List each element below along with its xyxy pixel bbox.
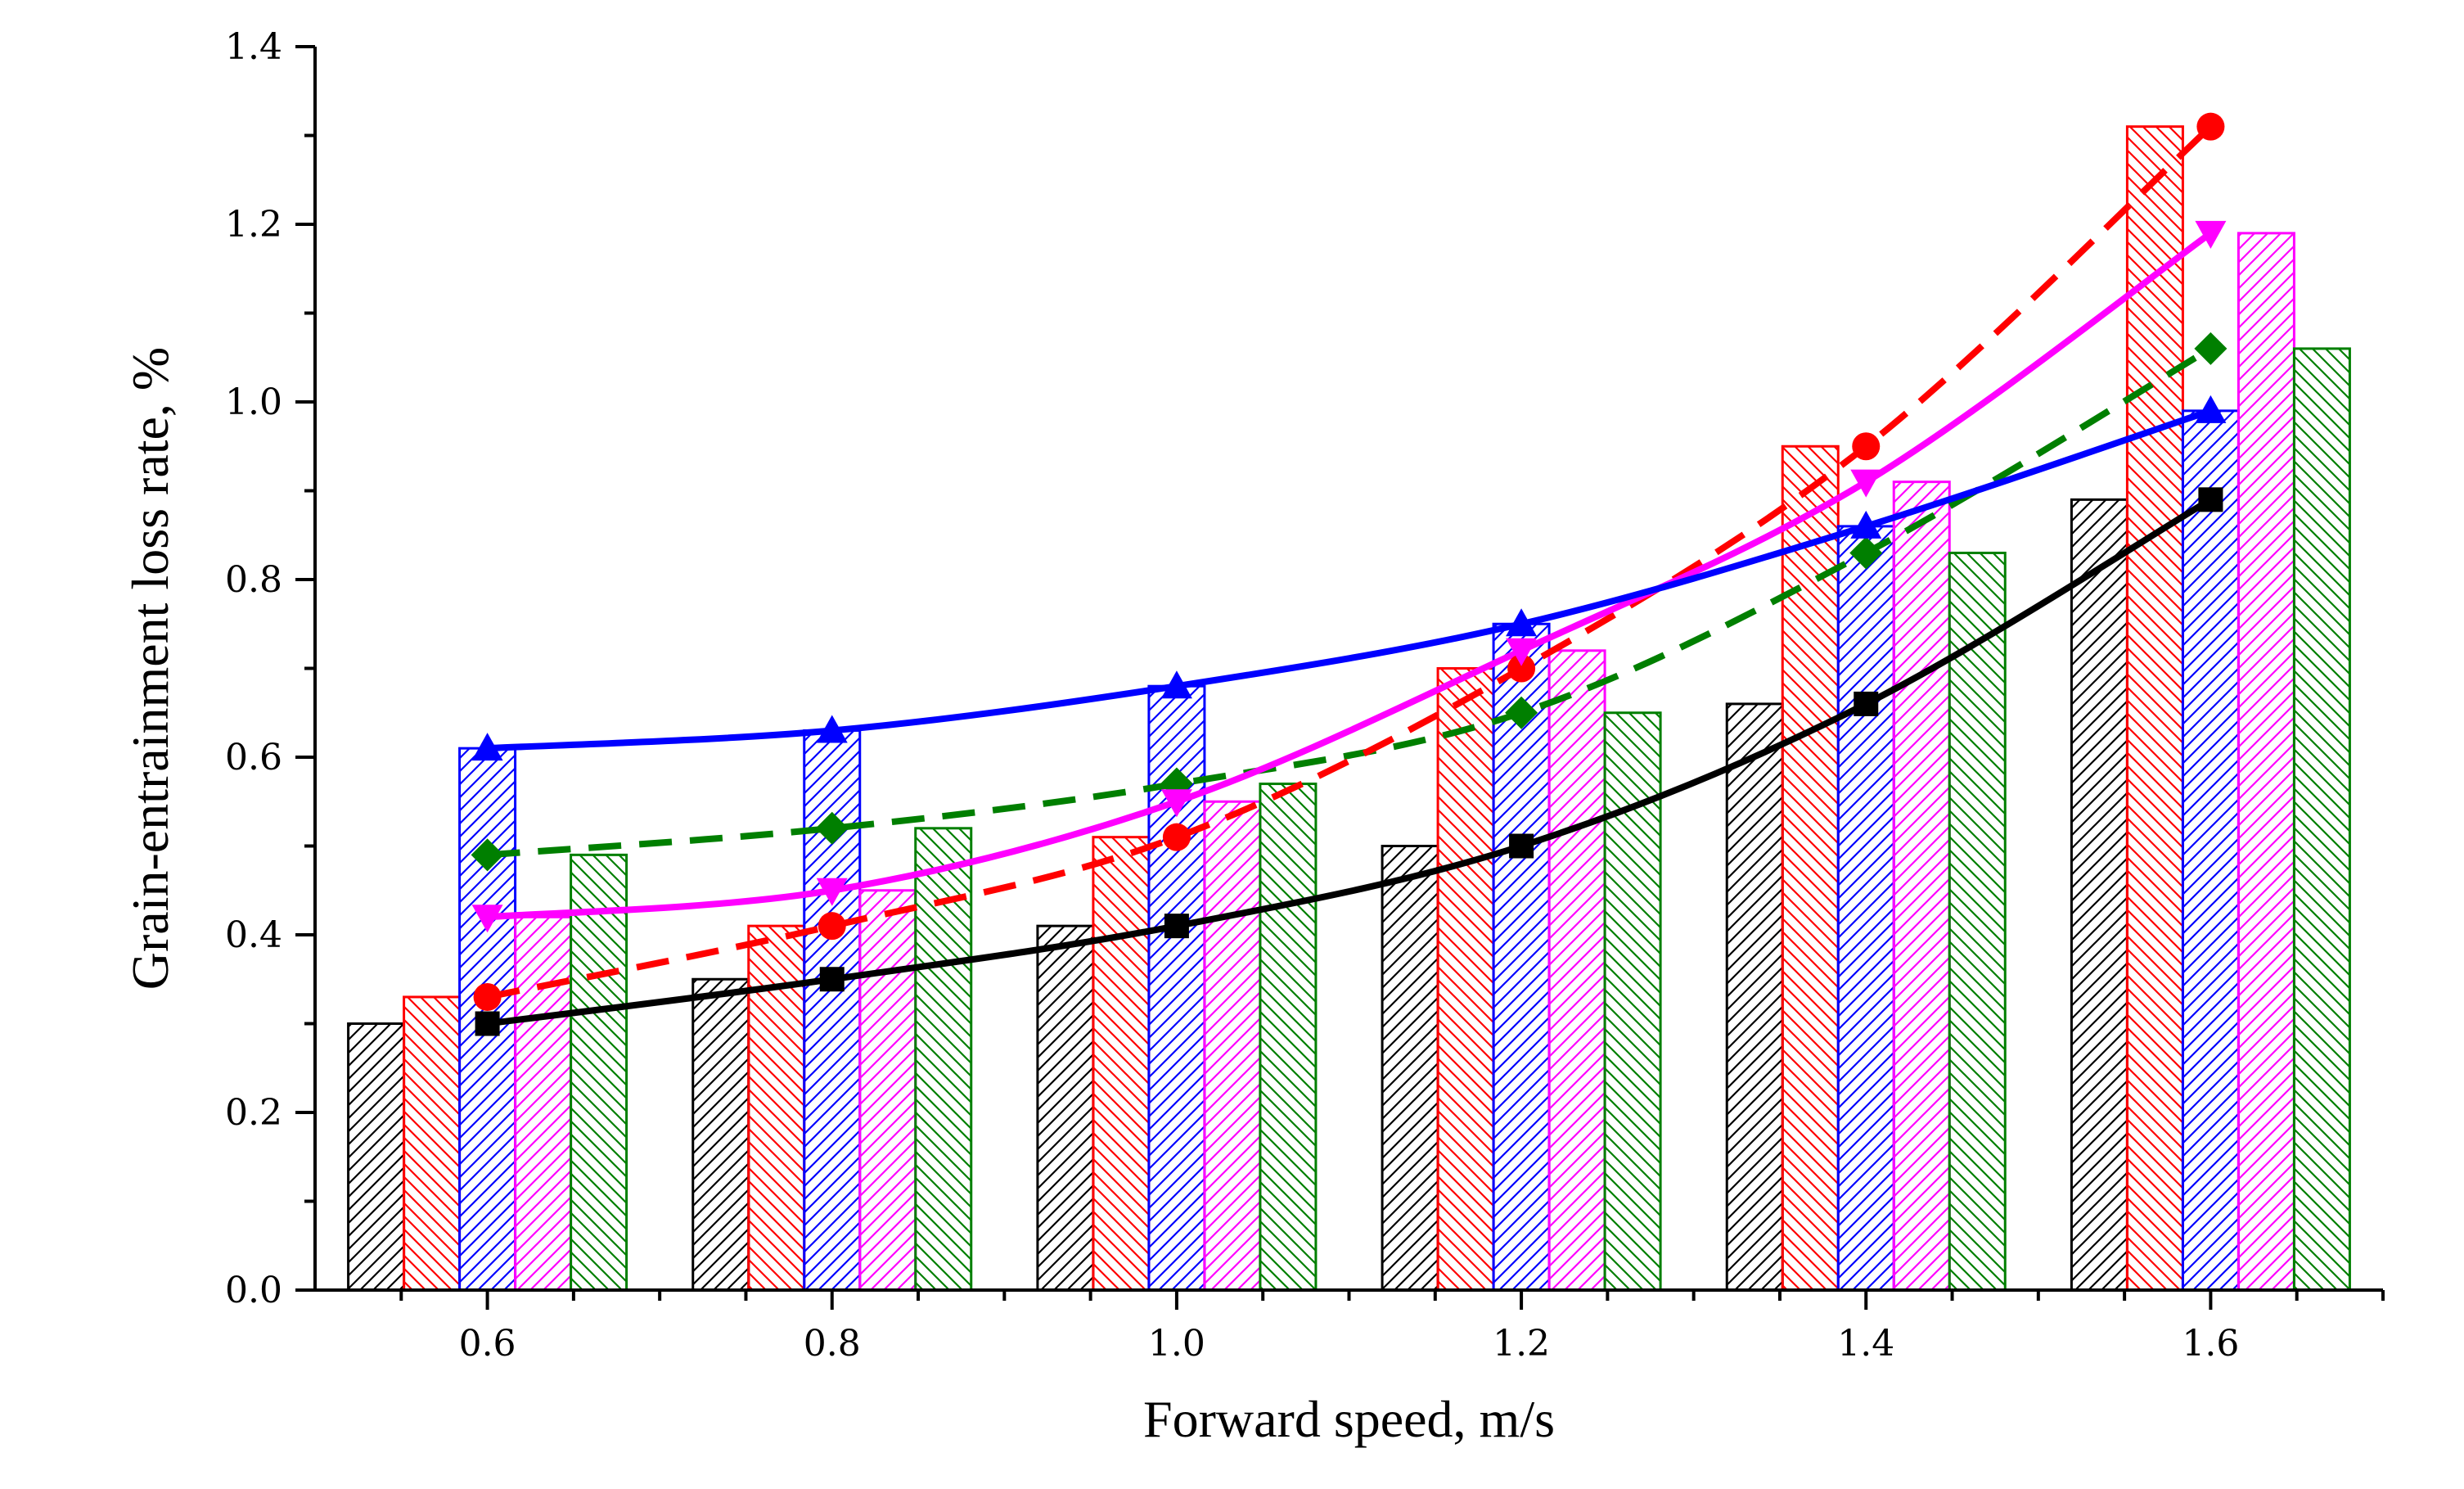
marker-blue-0.6: [471, 733, 503, 761]
bar-green-1.6: [2292, 347, 2351, 1292]
x-tick-label-1.6: 1.6: [2182, 1323, 2239, 1365]
x-tick-label-1.2: 1.2: [1493, 1323, 1550, 1365]
marker-black-1.6: [2198, 487, 2223, 512]
x-tick-label-0.8: 0.8: [804, 1323, 861, 1365]
x-tick-label-0.6: 0.6: [459, 1323, 516, 1365]
bar-magenta-1.0: [1203, 800, 1262, 1292]
bar-green-1.0: [1259, 783, 1318, 1292]
marker-green-1.4: [1849, 536, 1883, 570]
marker-green-0.6: [471, 838, 504, 872]
marker-black-1.4: [1854, 691, 1879, 716]
y-tick-label-0.6: 0.6: [225, 737, 282, 778]
bar-red-1.6: [2125, 125, 2184, 1292]
marker-black-1.0: [1164, 914, 1189, 939]
marker-red-1.6: [2196, 112, 2225, 141]
bar-green-0.6: [570, 853, 628, 1292]
bar-magenta-1.2: [1547, 649, 1606, 1292]
bar-black-0.6: [347, 1022, 406, 1292]
bar-black-1.2: [1381, 845, 1439, 1292]
bar-black-1.4: [1725, 702, 1784, 1292]
marker-magenta-0.8: [816, 878, 848, 906]
marker-magenta-1.2: [1506, 638, 1538, 666]
bar-magenta-0.8: [858, 889, 917, 1292]
marker-red-0.8: [818, 912, 846, 941]
bar-red-1.0: [1092, 836, 1151, 1292]
marker-black-0.6: [475, 1011, 500, 1036]
y-tick-label-1.2: 1.2: [225, 204, 282, 246]
y-tick-label-0.4: 0.4: [225, 914, 282, 956]
marker-red-0.6: [473, 982, 502, 1011]
marker-green-1.2: [1505, 696, 1538, 729]
x-axis-title: Forward speed, m/s: [1143, 1390, 1555, 1448]
marker-red-1.0: [1162, 823, 1191, 851]
series-line-magenta: [487, 230, 2213, 921]
marker-green-1.6: [2194, 332, 2228, 365]
bar-magenta-1.4: [1892, 481, 1951, 1292]
marker-black-0.8: [819, 967, 845, 992]
y-tick-label-0.8: 0.8: [225, 559, 282, 601]
marker-blue-1.4: [1850, 510, 1882, 539]
bar-blue-1.4: [1836, 525, 1895, 1292]
marker-magenta-1.4: [1850, 469, 1882, 498]
marker-red-1.4: [1852, 432, 1881, 461]
bar-black-1.0: [1036, 924, 1095, 1292]
y-tick-label-0.0: 0.0: [225, 1270, 282, 1311]
x-tick-label-1.0: 1.0: [1148, 1323, 1205, 1365]
bar-magenta-0.6: [514, 915, 573, 1292]
y-tick-label-1.4: 1.4: [225, 26, 282, 68]
marker-blue-0.8: [816, 715, 848, 743]
bar-red-0.8: [747, 924, 806, 1292]
markers-layer: [471, 112, 2228, 1036]
lines-layer: [486, 124, 2214, 1027]
bar-black-1.6: [2070, 498, 2128, 1292]
marker-black-1.2: [1509, 833, 1534, 859]
y-axis-title: Grain-entrainment loss rate, %: [121, 347, 179, 990]
marker-blue-1.6: [2195, 395, 2227, 423]
y-tick-label-1.0: 1.0: [225, 381, 282, 423]
x-tick-label-1.4: 1.4: [1837, 1323, 1894, 1365]
marker-red-1.2: [1507, 654, 1536, 683]
marker-magenta-1.0: [1160, 789, 1192, 818]
bar-green-1.4: [1948, 551, 2007, 1292]
bar-blue-1.6: [2181, 409, 2240, 1292]
axes-layer: 0.0 0.2 0.4 0.6 0.8 1.0 1.2 1.4 0.6 0.8 1.0 1.2 1.4 1…: [225, 26, 2385, 1365]
series-line-black: [487, 496, 2213, 1027]
marker-green-0.8: [815, 811, 849, 845]
bar-red-1.2: [1436, 667, 1495, 1292]
marker-blue-1.2: [1506, 608, 1538, 637]
series-line-blue: [487, 408, 2212, 752]
marker-magenta-0.6: [471, 905, 503, 933]
marker-blue-1.0: [1160, 670, 1192, 699]
series-line-red: [486, 124, 2214, 1000]
marker-magenta-1.6: [2195, 220, 2227, 249]
y-tick-label-0.2: 0.2: [225, 1092, 282, 1134]
bar-red-0.6: [403, 995, 462, 1292]
bars-layer: [347, 125, 2351, 1292]
bar-black-0.8: [691, 977, 750, 1292]
bar-magenta-1.6: [2237, 232, 2295, 1292]
